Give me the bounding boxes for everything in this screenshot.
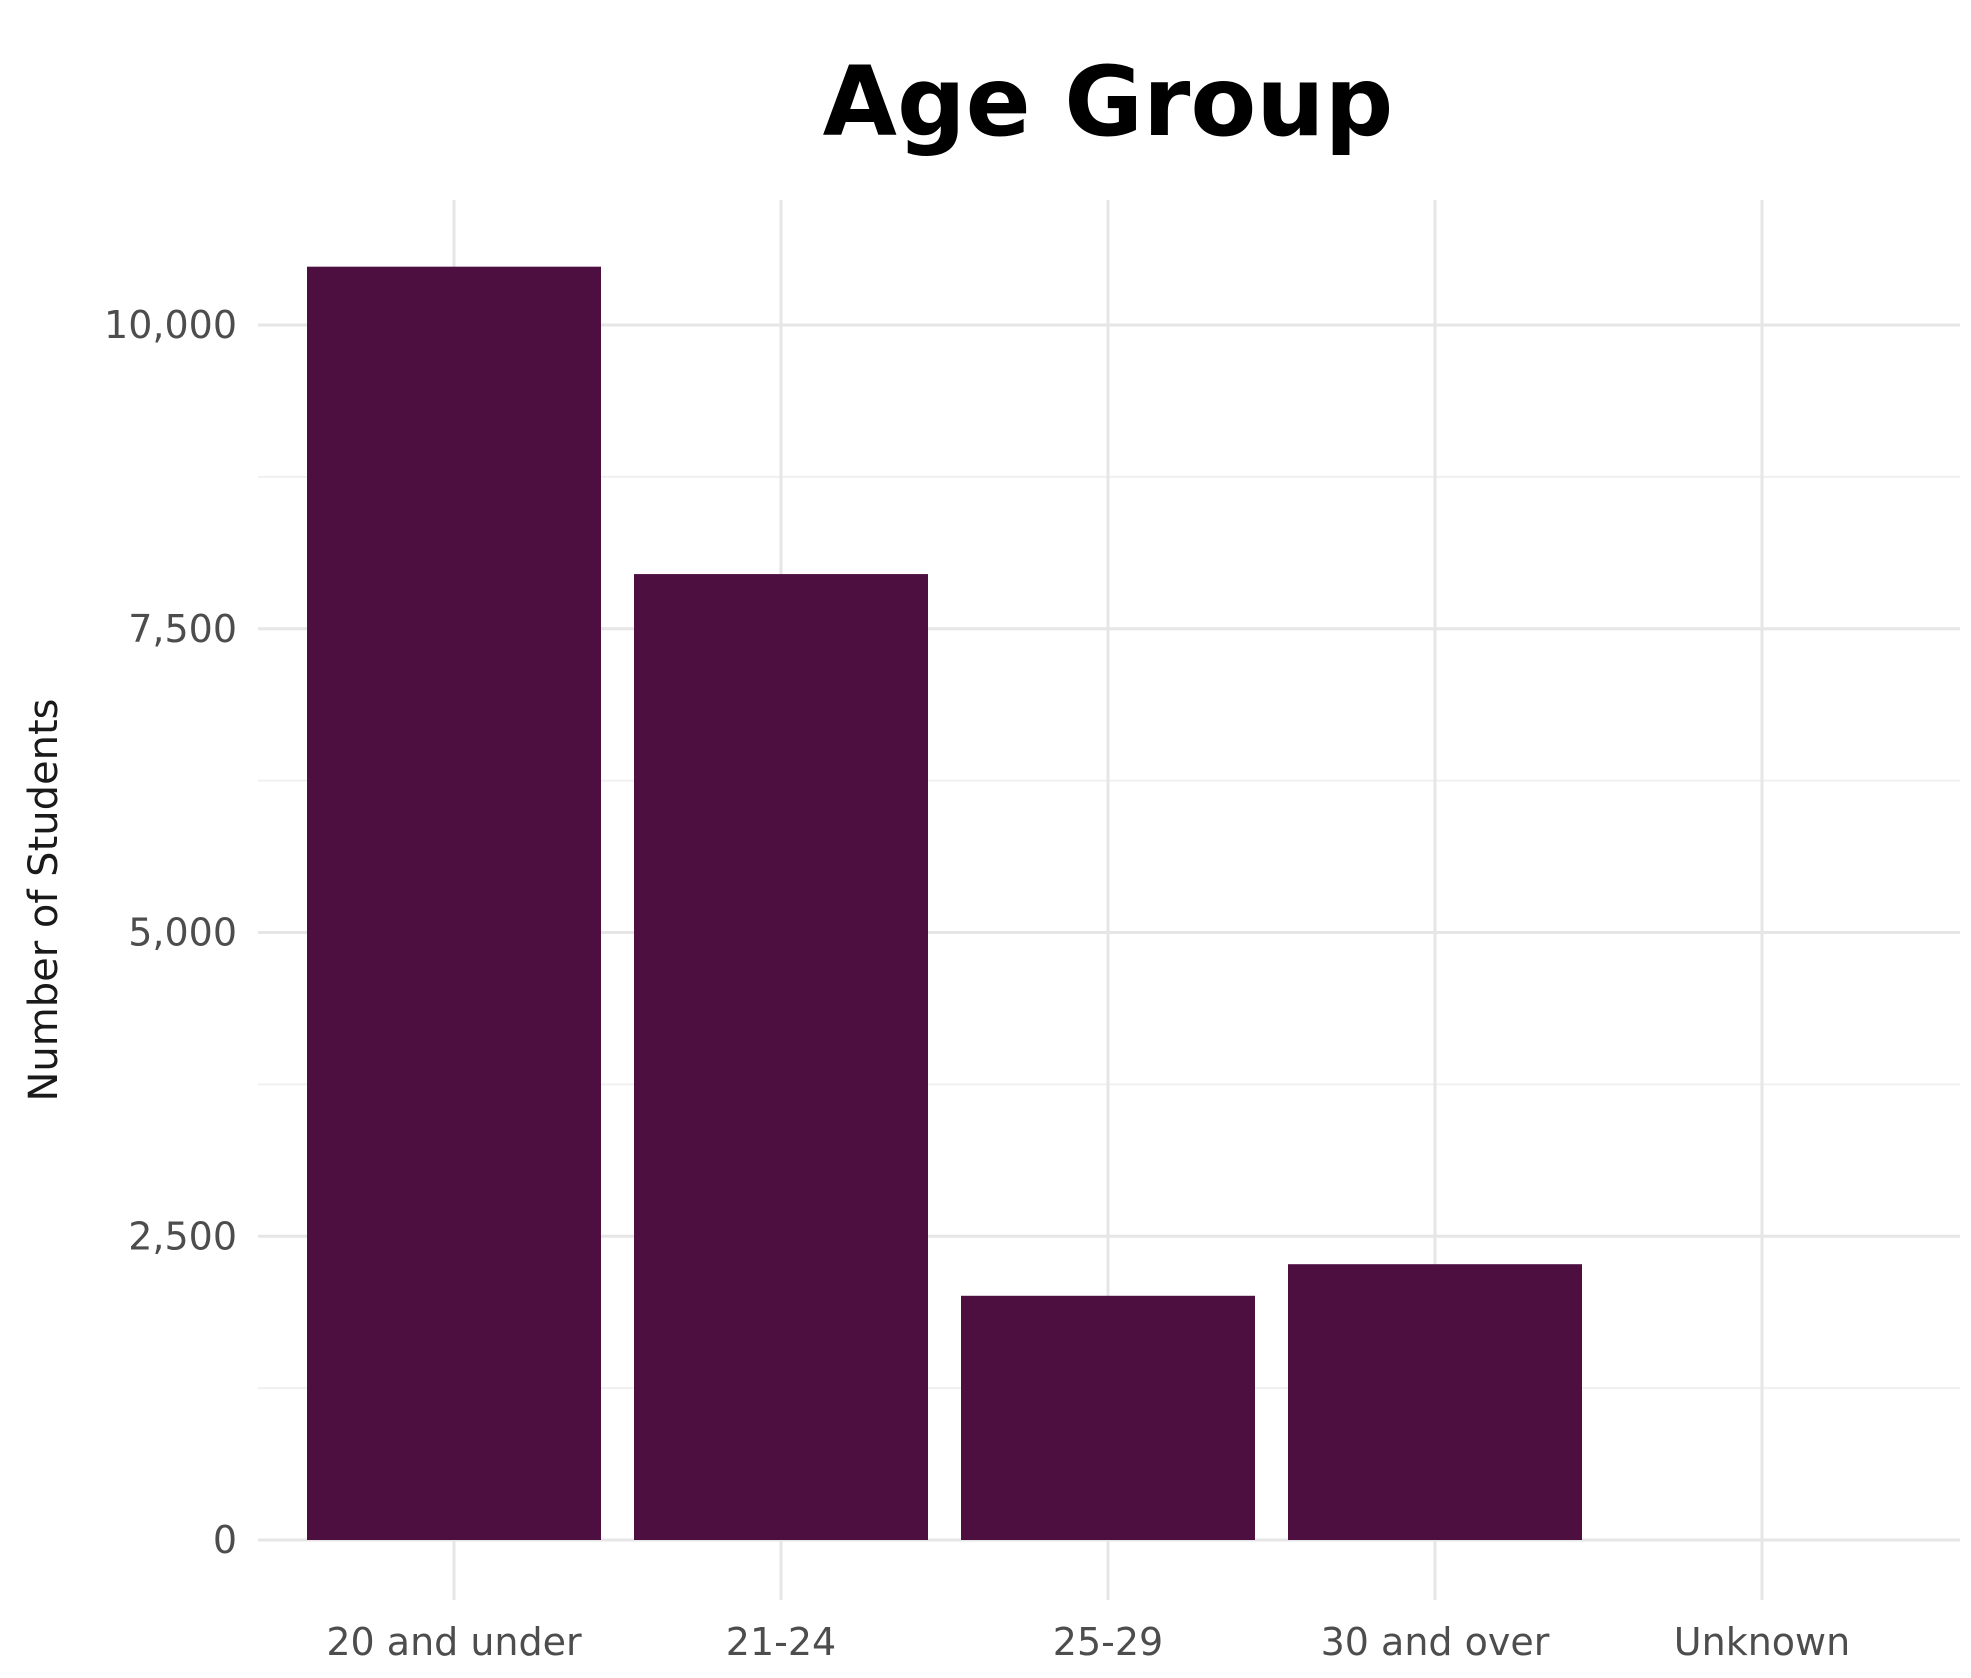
bar <box>1288 1264 1582 1540</box>
bar <box>307 266 601 1541</box>
x-tick-label: Unknown <box>1674 1620 1850 1664</box>
y-tick-label: 10,000 <box>104 303 237 347</box>
y-tick-labels: 0 2,500 5,000 7,500 10,000 <box>104 303 237 1562</box>
bar <box>634 574 928 1540</box>
x-tick-label: 30 and over <box>1321 1620 1550 1664</box>
y-tick-label: 2,500 <box>128 1214 237 1258</box>
y-tick-label: 7,500 <box>128 607 237 651</box>
x-tick-labels: 20 and under 21-24 25-29 30 and over Unknown <box>326 1620 1850 1664</box>
bar <box>961 1295 1255 1540</box>
bars <box>307 266 1582 1541</box>
x-tick-label: 25-29 <box>1053 1620 1163 1664</box>
x-tick-label: 21-24 <box>726 1620 836 1664</box>
y-tick-label: 0 <box>213 1518 237 1562</box>
chart-title: Age Group <box>823 46 1394 158</box>
y-axis-label: Number of Students <box>21 699 67 1102</box>
x-tick-label: 20 and under <box>326 1620 582 1664</box>
y-tick-label: 5,000 <box>128 911 237 955</box>
